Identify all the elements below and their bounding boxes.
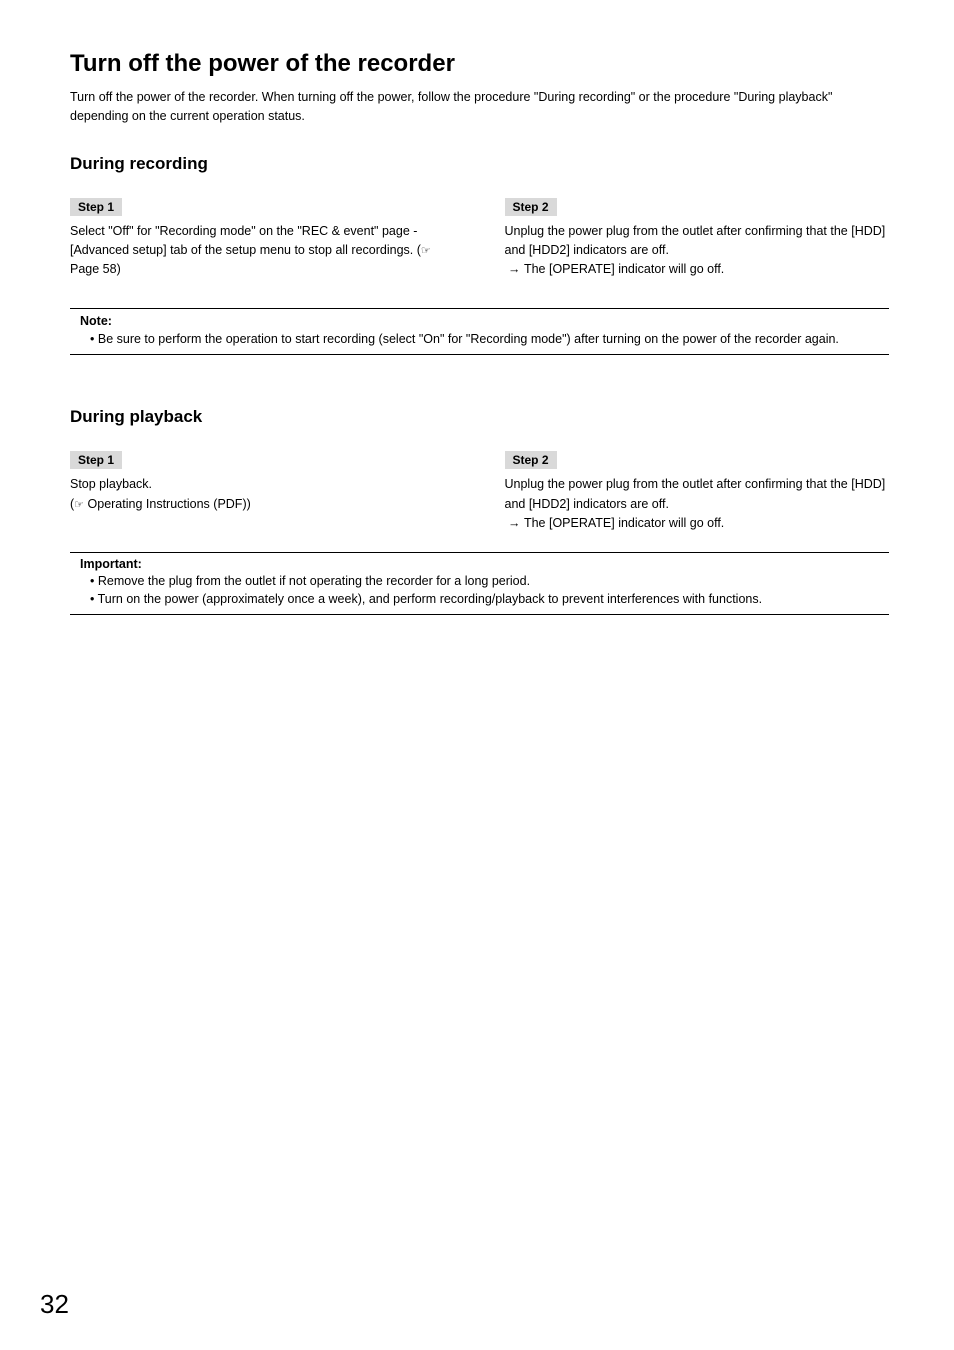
ref-text: Operating Instructions (PDF)) [84,497,251,511]
important-text: Remove the plug from the outlet if not o… [98,574,530,588]
important-text: Turn on the power (approximately once a … [98,592,762,606]
step-label: Step 2 [505,198,557,216]
recording-step2-col: Step 2 Unplug the power plug from the ou… [505,198,890,280]
step-label: Step 1 [70,198,122,216]
note-title: Note: [80,314,889,328]
playback-step1-ref: (☞ Operating Instructions (PDF)) [70,495,455,514]
intro-text: Turn off the power of the recorder. When… [70,88,889,126]
text-part: Select "Off" for "Recording mode" on the… [70,224,421,257]
recording-step2-arrow-line: → The [OPERATE] indicator will go off. [505,260,890,279]
note-item: • Be sure to perform the operation to st… [70,330,889,349]
during-recording-title: During recording [70,154,889,174]
important-item: • Turn on the power (approximately once … [70,590,889,609]
playback-step2-text: Unplug the power plug from the outlet af… [505,475,890,514]
arrow-text: The [OPERATE] indicator will go off. [524,516,724,530]
arrow-icon: → [508,516,521,530]
playback-step1-col: Step 1 Stop playback. (☞ Operating Instr… [70,451,455,533]
recording-steps-row: Step 1 Select "Off" for "Recording mode"… [70,198,889,280]
recording-step1-col: Step 1 Select "Off" for "Recording mode"… [70,198,455,280]
arrow-icon: → [508,262,521,276]
important-box: Important: • Remove the plug from the ou… [70,552,889,616]
important-item: • Remove the plug from the outlet if not… [70,572,889,591]
pointer-icon: ☞ [74,499,84,511]
text-part: Page 58) [70,262,121,276]
page-number: 32 [40,1289,69,1320]
playback-steps-row: Step 1 Stop playback. (☞ Operating Instr… [70,451,889,533]
recording-step2-text: Unplug the power plug from the outlet af… [505,222,890,261]
playback-step2-arrow-line: → The [OPERATE] indicator will go off. [505,514,890,533]
note-box: Note: • Be sure to perform the operation… [70,308,889,356]
step-label: Step 1 [70,451,122,469]
pointer-icon: ☞ [421,245,431,257]
main-title: Turn off the power of the recorder [70,50,889,78]
arrow-text: The [OPERATE] indicator will go off. [524,262,724,276]
playback-step2-col: Step 2 Unplug the power plug from the ou… [505,451,890,533]
note-text: Be sure to perform the operation to star… [98,332,839,346]
recording-step1-text: Select "Off" for "Recording mode" on the… [70,222,455,280]
during-playback-title: During playback [70,407,889,427]
step-label: Step 2 [505,451,557,469]
important-title: Important: [80,557,889,571]
playback-step1-text: Stop playback. [70,475,455,494]
